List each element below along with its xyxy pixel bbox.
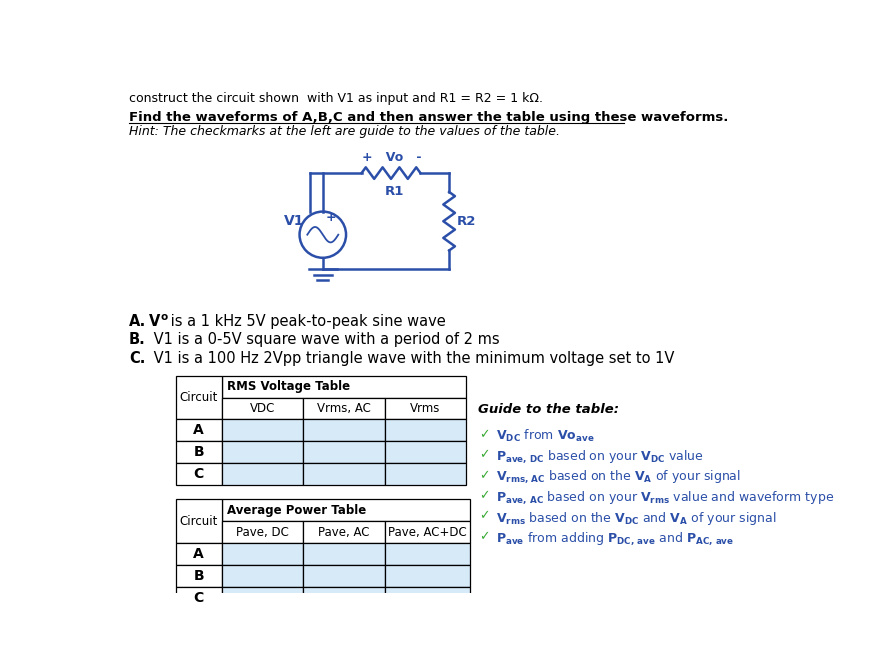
Text: ✓: ✓ (479, 489, 490, 502)
Text: +: + (325, 211, 336, 224)
FancyBboxPatch shape (304, 420, 384, 442)
Text: Pave, AC+DC: Pave, AC+DC (388, 525, 467, 539)
Text: Find the waveforms of A,B,C and then answer the table using these waveforms.: Find the waveforms of A,B,C and then ans… (129, 111, 728, 124)
FancyBboxPatch shape (222, 521, 304, 543)
FancyBboxPatch shape (384, 398, 466, 420)
Text: Guide to the table:: Guide to the table: (478, 404, 619, 416)
Text: ✓: ✓ (479, 469, 490, 482)
Text: Vrms: Vrms (410, 402, 441, 415)
Text: Circuit: Circuit (179, 391, 218, 404)
FancyBboxPatch shape (222, 420, 304, 442)
Text: A: A (194, 547, 204, 561)
FancyBboxPatch shape (304, 442, 384, 464)
Text: $\mathbf{P_{ave,\,DC}}$ based on your $\mathbf{V_{DC}}$ value: $\mathbf{P_{ave,\,DC}}$ based on your $\… (496, 448, 704, 465)
Text: ✓: ✓ (479, 530, 490, 543)
Text: Hint: The checkmarks at the left are guide to the values of the table.: Hint: The checkmarks at the left are gui… (129, 125, 560, 139)
Text: B: B (194, 446, 204, 460)
Text: B.: B. (129, 332, 146, 348)
FancyBboxPatch shape (384, 543, 470, 565)
FancyBboxPatch shape (176, 420, 222, 442)
Text: C.: C. (129, 351, 145, 366)
Text: $\mathbf{V_{rms,\,AC}}$ based on the $\mathbf{V_A}$ of your signal: $\mathbf{V_{rms,\,AC}}$ based on the $\m… (496, 469, 741, 486)
FancyBboxPatch shape (304, 543, 384, 565)
FancyBboxPatch shape (304, 565, 384, 587)
Text: V1 is a 100 Hz 2Vpp triangle wave with the minimum voltage set to 1V: V1 is a 100 Hz 2Vpp triangle wave with t… (150, 351, 675, 366)
FancyBboxPatch shape (222, 464, 304, 486)
FancyBboxPatch shape (384, 521, 470, 543)
Text: VDC: VDC (250, 402, 275, 415)
FancyBboxPatch shape (176, 500, 222, 543)
Text: RMS Voltage Table: RMS Voltage Table (227, 380, 349, 393)
Text: Vrms, AC: Vrms, AC (317, 402, 371, 415)
Text: ✓: ✓ (479, 428, 490, 441)
FancyBboxPatch shape (222, 500, 470, 521)
FancyBboxPatch shape (304, 587, 384, 609)
FancyBboxPatch shape (176, 464, 222, 486)
FancyBboxPatch shape (384, 420, 466, 442)
Text: R1: R1 (385, 184, 405, 198)
FancyBboxPatch shape (384, 587, 470, 609)
Text: Circuit: Circuit (179, 515, 218, 527)
FancyBboxPatch shape (304, 398, 384, 420)
FancyBboxPatch shape (304, 521, 384, 543)
Text: $\mathbf{P_{ave,\,AC}}$ based on your $\mathbf{V_{rms}}$ value and waveform type: $\mathbf{P_{ave,\,AC}}$ based on your $\… (496, 489, 834, 506)
FancyBboxPatch shape (384, 565, 470, 587)
FancyBboxPatch shape (222, 398, 304, 420)
Text: C: C (194, 591, 204, 605)
FancyBboxPatch shape (176, 543, 222, 565)
Text: is a 1 kHz 5V peak-to-peak sine wave: is a 1 kHz 5V peak-to-peak sine wave (167, 314, 446, 329)
FancyBboxPatch shape (176, 376, 222, 420)
FancyBboxPatch shape (384, 442, 466, 464)
FancyBboxPatch shape (384, 464, 466, 486)
FancyBboxPatch shape (222, 376, 466, 398)
Text: V: V (150, 314, 160, 329)
Text: construct the circuit shown  with V1 as input and R1 = R2 = 1 kΩ.: construct the circuit shown with V1 as i… (129, 92, 543, 105)
Text: R2: R2 (457, 214, 477, 228)
Text: A: A (194, 424, 204, 438)
Text: Pave, DC: Pave, DC (237, 525, 289, 539)
Text: $\mathbf{V_{DC}}$ from $\mathbf{Vo_{ave}}$: $\mathbf{V_{DC}}$ from $\mathbf{Vo_{ave}… (496, 428, 595, 444)
Text: V1 is a 0-5V square wave with a period of 2 ms: V1 is a 0-5V square wave with a period o… (150, 332, 500, 348)
Text: $\mathbf{P_{ave}}$ from adding $\mathbf{P_{DC,\,ave}}$ and $\mathbf{P_{AC,\,ave}: $\mathbf{P_{ave}}$ from adding $\mathbf{… (496, 530, 735, 547)
FancyBboxPatch shape (222, 587, 304, 609)
Text: $\mathbf{V_{rms}}$ based on the $\mathbf{V_{DC}}$ and $\mathbf{V_A}$ of your sig: $\mathbf{V_{rms}}$ based on the $\mathbf… (496, 509, 777, 527)
Text: ✓: ✓ (479, 509, 490, 523)
FancyBboxPatch shape (176, 442, 222, 464)
FancyBboxPatch shape (222, 543, 304, 565)
FancyBboxPatch shape (222, 442, 304, 464)
Text: ✓: ✓ (479, 448, 490, 462)
Text: +   Vo   -: + Vo - (362, 151, 421, 164)
Text: Average Power Table: Average Power Table (227, 503, 366, 517)
FancyBboxPatch shape (222, 565, 304, 587)
Text: A.: A. (129, 314, 146, 329)
Text: C: C (194, 468, 204, 482)
Text: Pave, AC: Pave, AC (318, 525, 370, 539)
Text: o: o (160, 312, 168, 322)
FancyBboxPatch shape (176, 565, 222, 587)
Text: V1: V1 (284, 214, 305, 228)
FancyBboxPatch shape (304, 464, 384, 486)
FancyBboxPatch shape (176, 587, 222, 609)
Text: B: B (194, 569, 204, 583)
